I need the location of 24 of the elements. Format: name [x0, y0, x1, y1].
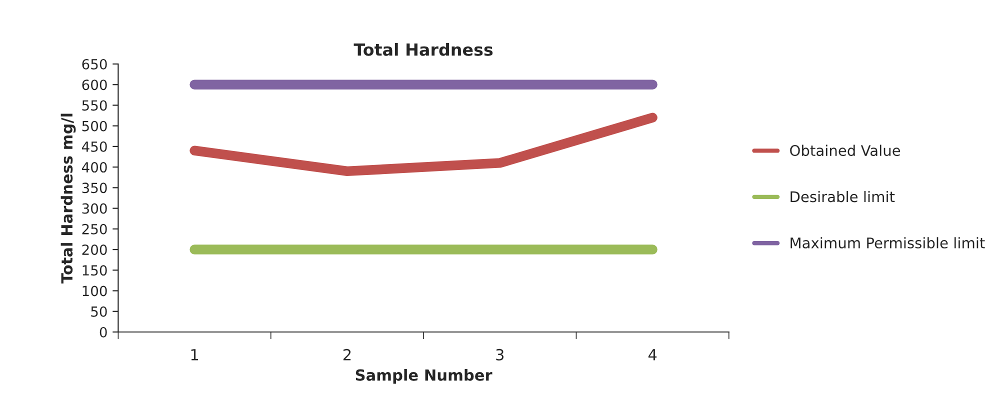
chart-title: Total Hardness — [354, 43, 493, 56]
x-axis-title: Sample Number — [356, 369, 492, 384]
x-tick-label: 3 — [496, 348, 504, 360]
x-tick-label: 2 — [343, 348, 351, 360]
y-tick-label: 350 — [82, 182, 107, 194]
y-tick-label: 100 — [82, 286, 107, 296]
y-tick-label: 150 — [82, 265, 107, 276]
y-tick-label: 500 — [82, 120, 107, 132]
legend-label: Obtained Value — [790, 144, 900, 156]
y-tick-label: 250 — [82, 224, 107, 234]
y-tick-label: 0 — [100, 326, 107, 338]
x-tick-label: 4 — [648, 349, 657, 360]
y-tick-label: 600 — [82, 80, 107, 90]
y-tick-label: 400 — [82, 162, 107, 173]
y-tick-label: 200 — [82, 244, 107, 256]
x-tick-label: 1 — [191, 349, 198, 360]
y-axis-title: Total Hardness mg/l — [60, 114, 76, 284]
y-tick-label: 550 — [82, 100, 107, 111]
y-tick-label: 50 — [91, 306, 107, 317]
legend-label: Desirable limit — [790, 190, 895, 202]
y-tick-label: 300 — [82, 203, 107, 214]
y-tick-label: 650 — [82, 58, 107, 70]
legend-label: Maximum Permissible limit — [790, 237, 985, 248]
y-tick-label: 450 — [82, 141, 107, 152]
